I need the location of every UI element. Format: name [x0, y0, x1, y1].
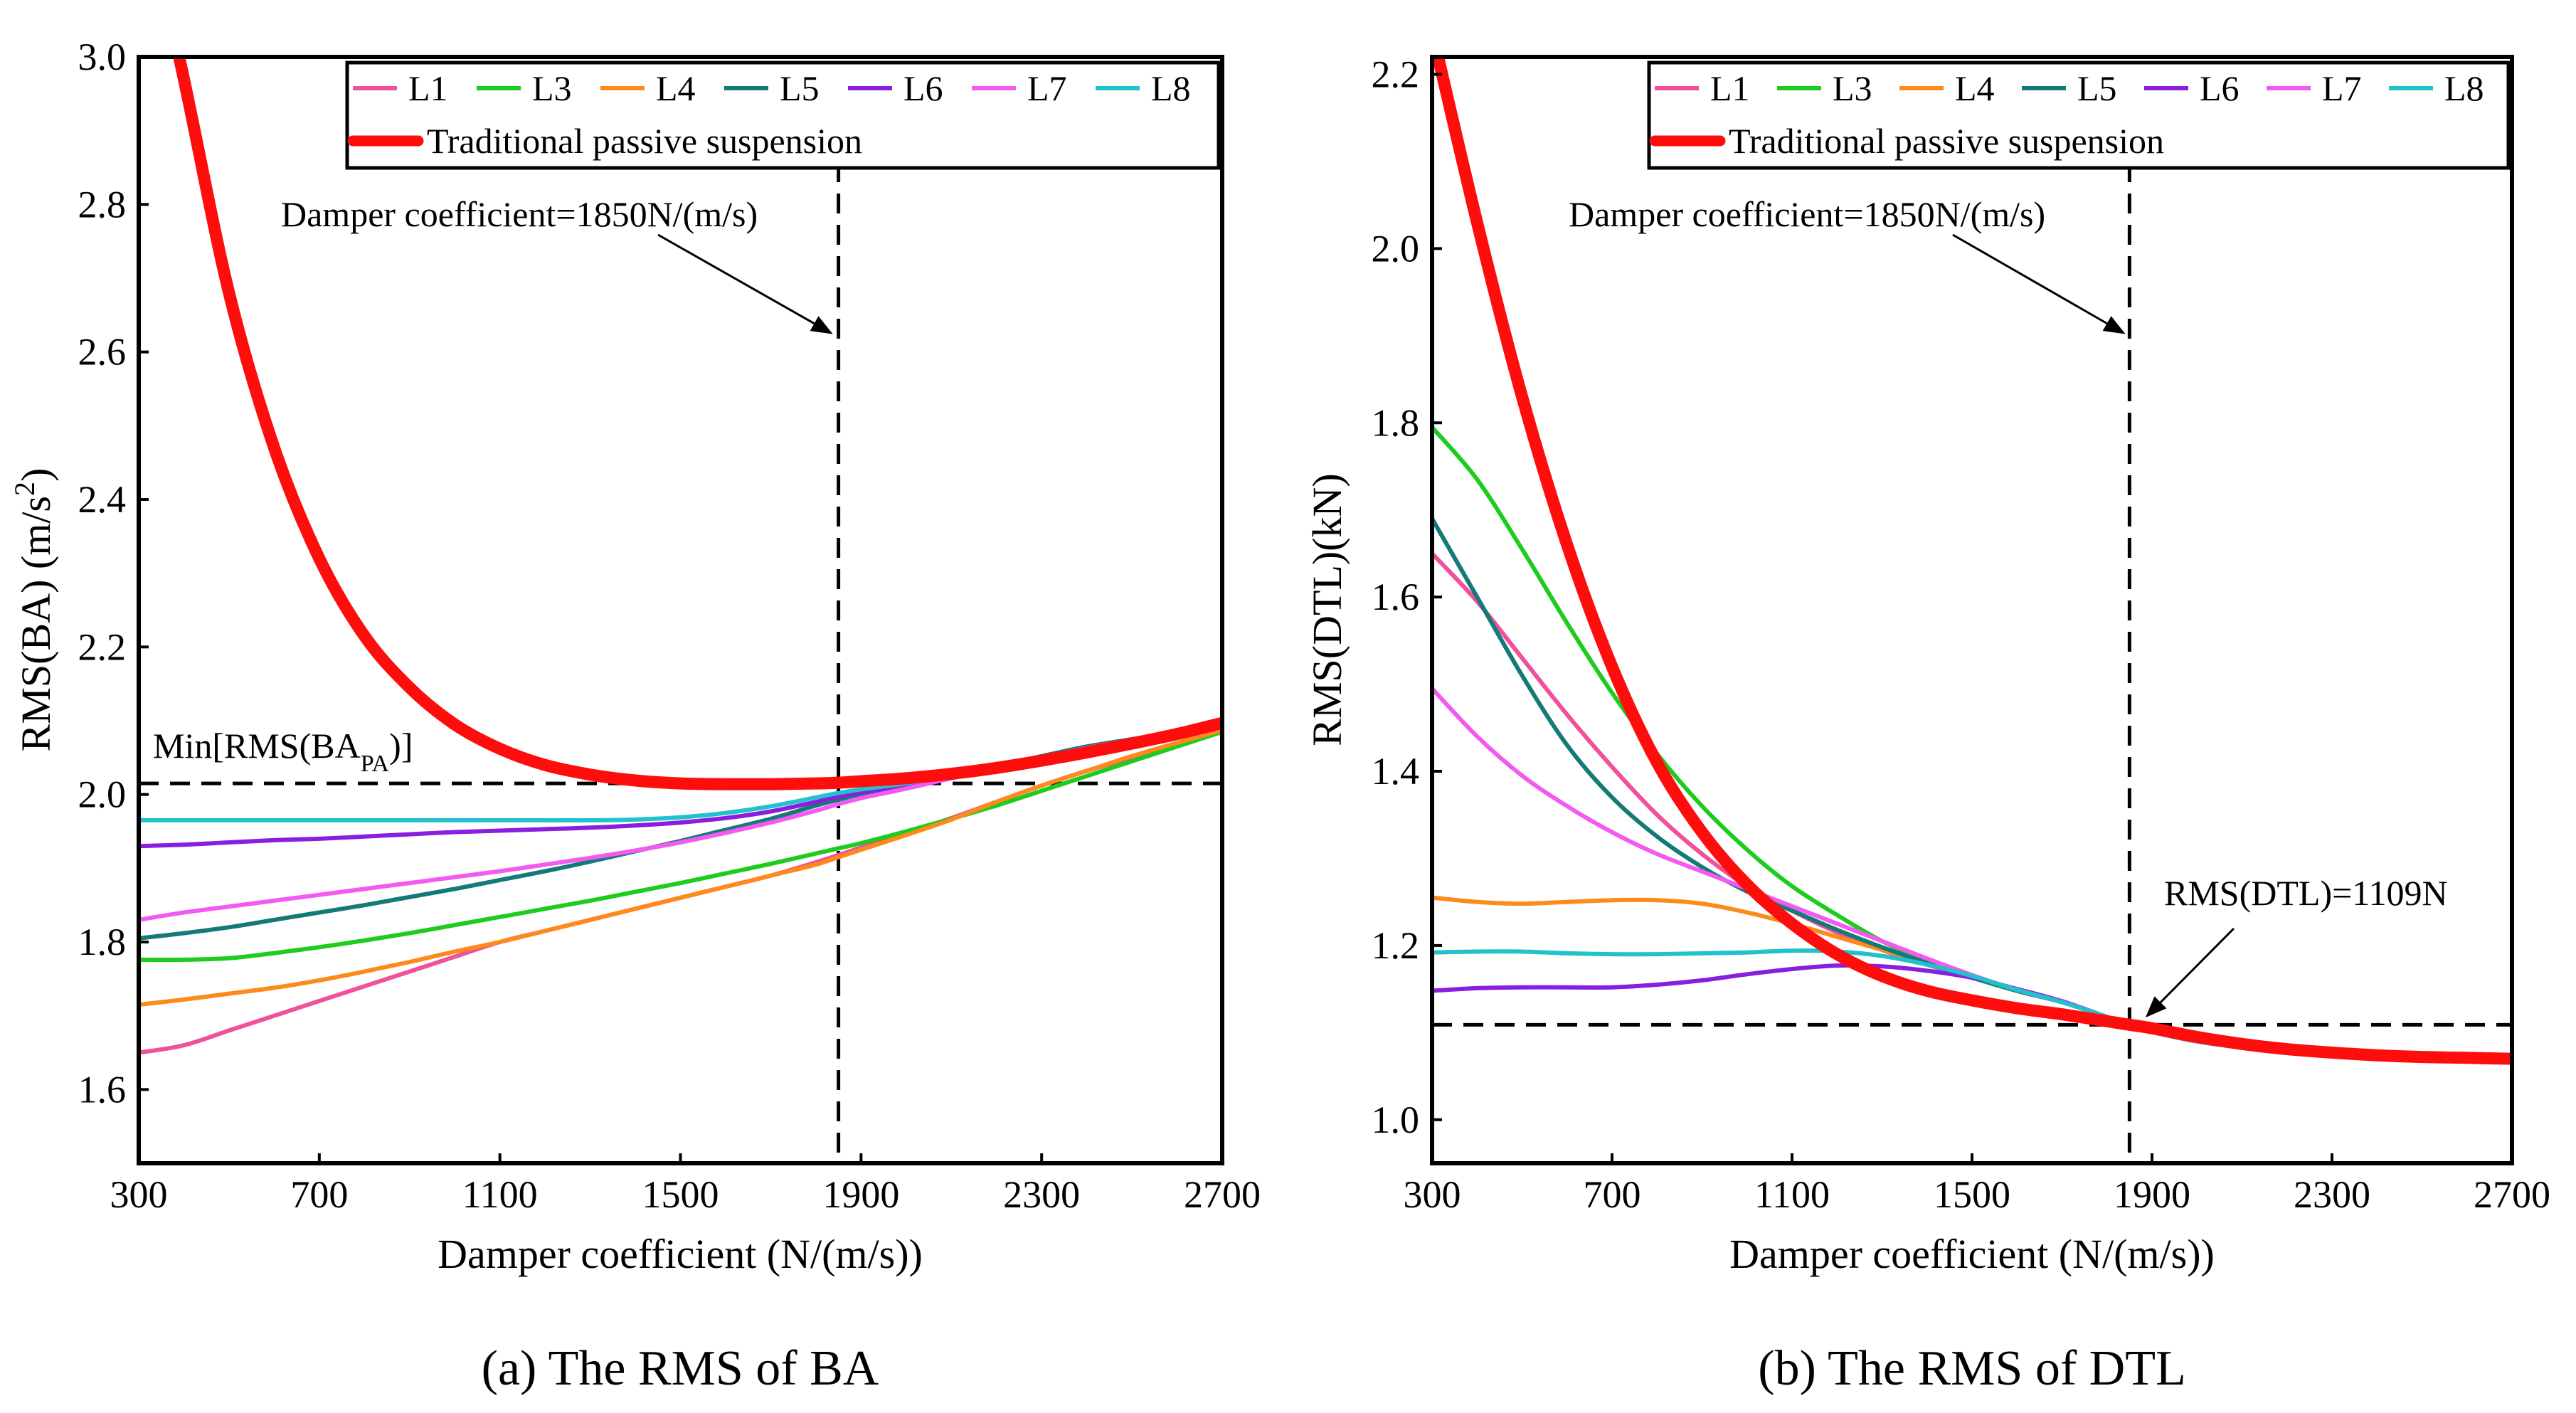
chart-b-series-l3	[1432, 425, 2512, 1062]
chart-b-xtick-label: 700	[1584, 1173, 1641, 1216]
chart-a-legend-label-passive: Traditional passive suspension	[427, 121, 862, 161]
chart-b-xtick-label: 300	[1404, 1173, 1461, 1216]
chart-a-xtick-label: 1500	[642, 1173, 719, 1216]
chart-a-frame	[137, 55, 1224, 1165]
chart-a-xtick-label: 300	[110, 1173, 168, 1216]
chart-a-xtick-label: 1100	[462, 1173, 538, 1216]
chart-b-legend-label-l6: L6	[2200, 68, 2240, 108]
chart-a-ytick-label: 3.0	[78, 36, 127, 78]
chart-b-legend-label-l7: L7	[2322, 68, 2362, 108]
chart-a: 300 700 1100 1500 1900 2300 2700 1.6 1.8 2.0 2.2 2.…	[9, 36, 1261, 1396]
chart-a-legend-label-l6: L6	[903, 68, 943, 108]
chart-a-legend-label-l5: L5	[780, 68, 820, 108]
chart-b-rms-arrow	[2145, 927, 2235, 1018]
chart-b-xtick-label: 2700	[2474, 1173, 2550, 1216]
chart-b-legend-label-l8: L8	[2444, 68, 2484, 108]
chart-a-legend-label-l3: L3	[532, 68, 572, 108]
chart-b-ytick-label: 2.2	[1372, 53, 1420, 95]
chart-a-ylabel-main: RMS(BA) (m/s	[13, 496, 59, 751]
chart-b-series-l6	[1432, 963, 2512, 1062]
chart-b-legend-box	[1647, 60, 2511, 170]
chart-b-plot-area	[1432, 57, 2512, 1163]
chart-b-ytick-label: 1.2	[1372, 924, 1420, 967]
chart-a-legend-label-l8: L8	[1151, 68, 1191, 108]
chart-b-caption: (b) The RMS of DTL	[1758, 1341, 2185, 1396]
chart-b-ytick-label: 1.4	[1372, 750, 1420, 793]
chart-a-ytick-label: 2.2	[78, 625, 127, 668]
chart-b-damper-arrow	[1952, 233, 2126, 334]
chart-a-caption: (a) The RMS of BA	[482, 1341, 879, 1396]
chart-a-plot-area	[139, 57, 1222, 1163]
chart-a-ytick-label: 1.6	[78, 1068, 127, 1111]
chart-b-legend-label-l5: L5	[2077, 68, 2117, 108]
chart-a-xtick-label: 2300	[1003, 1173, 1080, 1216]
chart-a-series-l4	[139, 728, 1222, 1007]
chart-b-ytick-label: 1.6	[1372, 576, 1420, 618]
chart-a-legend: L1 L3 L4 L5 L6 L7 L8 Traditional passive suspen…	[345, 60, 1221, 170]
chart-a-xtick-label: 1900	[822, 1173, 899, 1216]
chart-a-series-l3	[139, 729, 1222, 963]
chart-a-min-annotation: Min[RMS(BAPA)]	[153, 726, 413, 777]
chart-a-ytick-label: 2.6	[78, 331, 127, 374]
chart-b-ytick-label: 1.0	[1372, 1099, 1420, 1141]
chart-a-damper-annotation: Damper coefficient=1850N/(m/s)	[281, 194, 758, 234]
chart-a-xlabel: Damper coefficient (N/(m/s))	[438, 1231, 923, 1277]
chart-b-xtick-label: 1100	[1754, 1173, 1830, 1216]
chart-a-legend-box	[345, 60, 1221, 170]
chart-a-min-post: )]	[389, 726, 413, 766]
chart-b-legend-label-l4: L4	[1955, 68, 1995, 108]
chart-a-ytick-label: 2.8	[78, 183, 127, 226]
chart-a-xtick-label: 2700	[1184, 1173, 1261, 1216]
chart-b-damper-annotation: Damper coefficient=1850N/(m/s)	[1569, 194, 2045, 234]
chart-b-legend-label-passive: Traditional passive suspension	[1729, 121, 2164, 161]
chart-b-ytick-label: 1.8	[1372, 401, 1420, 444]
chart-b-rms-annotation: RMS(DTL)=1109N	[2164, 873, 2448, 913]
chart-a-ytick-label: 2.4	[78, 478, 127, 521]
chart-b-xtick-label: 1900	[2114, 1173, 2190, 1216]
chart-a-series-traditional-passive-suspension	[173, 57, 1222, 790]
chart-b-axes: 300 700 1100 1500 1900 2300 2700 1.0 1.2 1.4 1.6 1.…	[1372, 53, 2551, 1216]
chart-b-xtick-label: 1500	[1934, 1173, 2010, 1216]
chart-b-legend-label-l3: L3	[1833, 68, 1872, 108]
chart-a-min-pre: Min[RMS(BA	[153, 726, 361, 766]
chart-a-ylabel-end: )	[13, 468, 59, 482]
chart-a-legend-label-l1: L1	[408, 68, 448, 108]
chart-a-axes: 300 700 1100 1500 1900 2300 2700 1.6 1.8 2.0 2.2 2.…	[78, 36, 1261, 1216]
chart-a-xtick-label: 700	[290, 1173, 348, 1216]
chart-a-ylabel: RMS(BA) (m/s2)	[9, 468, 60, 752]
chart-b-legend-label-l1: L1	[1710, 68, 1750, 108]
chart-a-legend-label-l4: L4	[656, 68, 696, 108]
chart-b-series-traditional-passive-suspension	[1432, 57, 2512, 1065]
chart-a-ylabel-sup: 2	[9, 482, 41, 496]
chart-b-ylabel: RMS(DTL)(kN)	[1304, 473, 1350, 746]
chart-b-xtick-label: 2300	[2294, 1173, 2370, 1216]
chart-a-legend-label-l7: L7	[1027, 68, 1067, 108]
chart-b-ytick-label: 2.0	[1372, 227, 1420, 270]
chart-a-damper-arrow	[657, 233, 833, 334]
chart-a-ytick-label: 1.8	[78, 921, 127, 963]
chart-b-xlabel: Damper coefficient (N/(m/s))	[1729, 1231, 2215, 1277]
chart-a-ytick-label: 2.0	[78, 773, 127, 816]
chart-b: 300 700 1100 1500 1900 2300 2700 1.0 1.2 1.4 1.6 1.…	[1304, 53, 2551, 1396]
chart-b-legend: L1 L3 L4 L5 L6 L7 L8 Traditional passive suspen…	[1647, 60, 2511, 170]
chart-b-frame	[1430, 55, 2514, 1165]
chart-a-min-sub: PA	[361, 751, 390, 777]
